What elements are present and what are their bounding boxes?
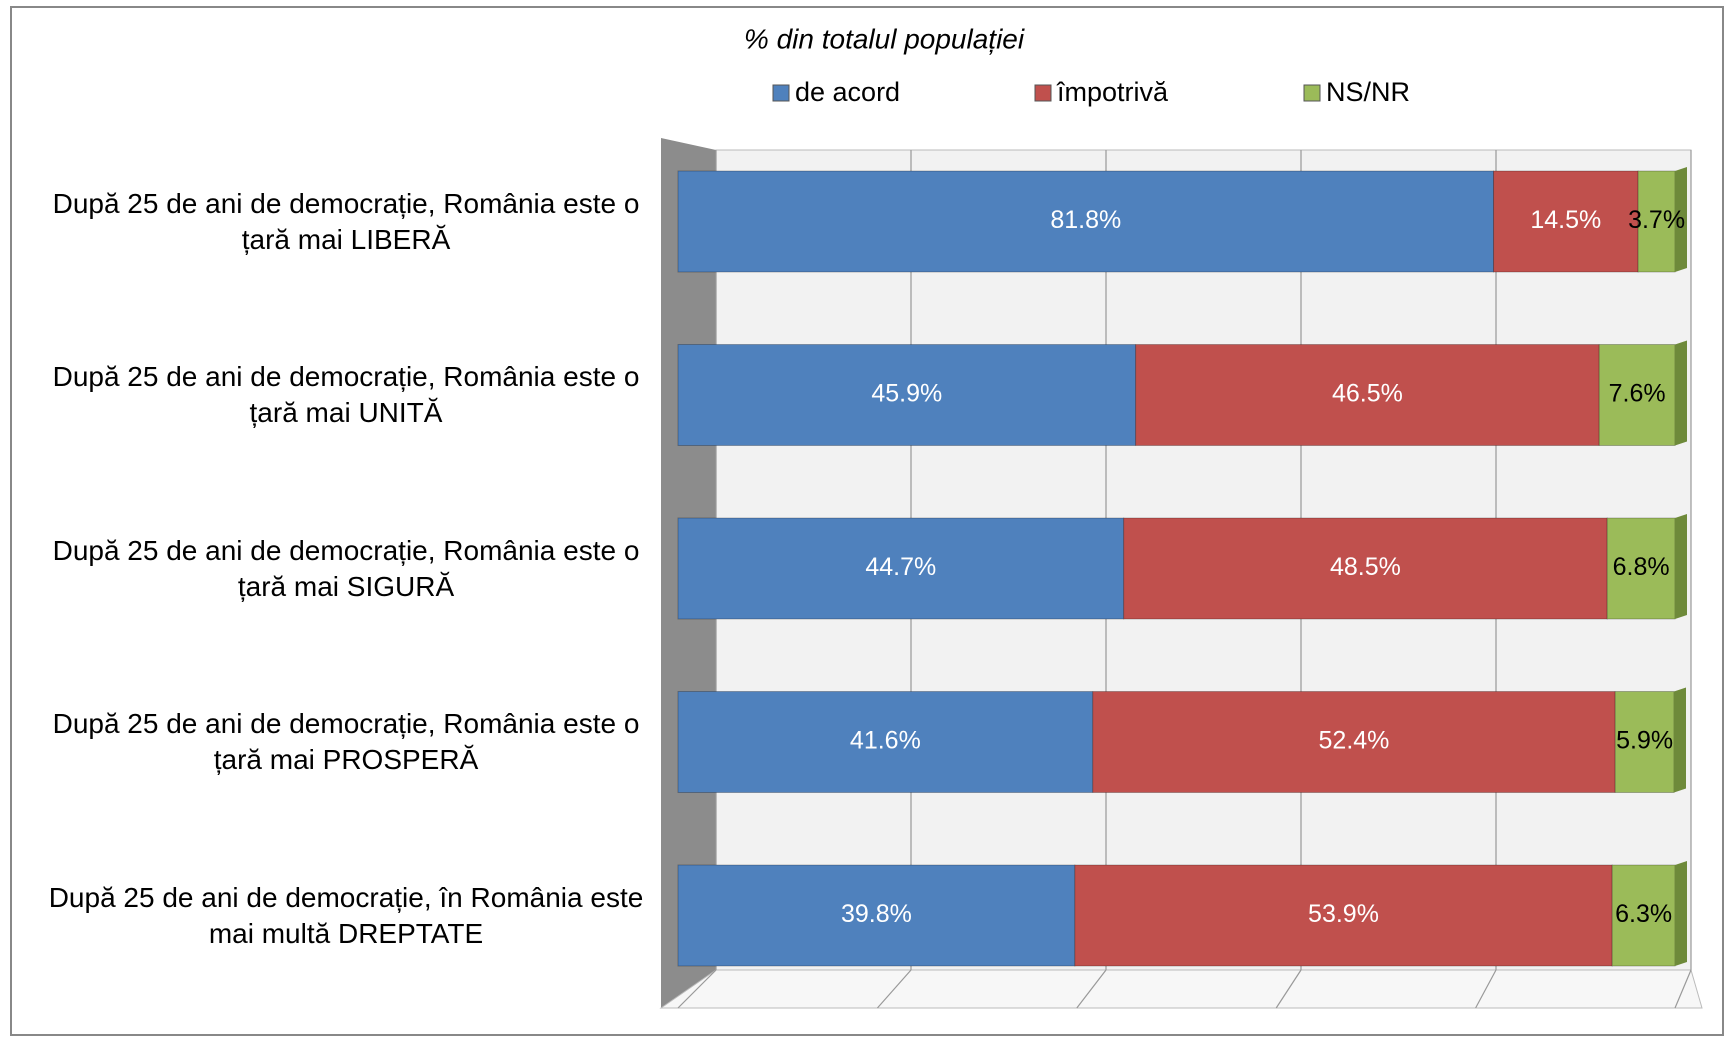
bar-segment — [1493, 170, 1639, 273]
bar-side — [1675, 861, 1687, 966]
bar-segment — [1123, 517, 1608, 620]
data-label: 5.9% — [1616, 727, 1673, 755]
legend-label: împotrivă — [1056, 77, 1169, 107]
data-label: 3.7% — [1628, 206, 1685, 234]
bar-side — [1674, 687, 1687, 793]
floor-grid-line — [1076, 969, 1107, 1009]
category-label: După 25 de ani de democrație, România es… — [52, 187, 640, 255]
data-label: 39.8% — [841, 900, 912, 928]
data-label: 52.4% — [1319, 727, 1390, 755]
chart-title: % din totalul populației — [744, 23, 1025, 54]
bar-segment — [677, 691, 1094, 793]
bar-segment — [677, 864, 1076, 967]
bar-segment — [677, 517, 1125, 620]
bar-segment — [1614, 691, 1675, 793]
data-label: 46.5% — [1332, 380, 1403, 408]
category-label: După 25 de ani de democrație, în România… — [48, 881, 644, 949]
bar-side — [1675, 514, 1687, 619]
legend-swatch — [1303, 84, 1321, 102]
bar-segment — [1606, 517, 1676, 620]
data-label: 7.6% — [1609, 380, 1666, 408]
floor-grid-line — [677, 969, 717, 1009]
data-label: 48.5% — [1330, 553, 1401, 581]
data-label: 41.6% — [850, 727, 921, 755]
data-label: 53.9% — [1308, 900, 1379, 928]
data-label: 45.9% — [871, 380, 942, 408]
floor — [659, 969, 1703, 1009]
category-label: După 25 de ani de democrație, România es… — [52, 361, 640, 428]
legend-label: de acord — [795, 77, 900, 107]
legend-label: NS/NR — [1326, 77, 1410, 107]
data-label: 14.5% — [1530, 206, 1601, 234]
category-label: După 25 de ani de democrație, România es… — [52, 534, 640, 602]
bar-segment — [1611, 864, 1676, 967]
category-label: După 25 de ani de democrație, România es… — [52, 708, 640, 775]
floor-grid-line — [1475, 969, 1497, 1009]
data-label: 6.3% — [1615, 900, 1672, 928]
floor-grid-line — [1275, 969, 1302, 1009]
bar-segment — [1135, 344, 1600, 446]
bar-segment — [1598, 344, 1676, 446]
legend-swatch — [1034, 84, 1052, 102]
floor-grid-line — [876, 969, 912, 1009]
bar-segment — [1092, 691, 1616, 793]
data-label: 81.8% — [1050, 206, 1121, 234]
bar-segment — [1074, 864, 1613, 967]
bar-segment — [1637, 170, 1676, 273]
bar-segment — [677, 170, 1495, 273]
bar-side — [1675, 167, 1687, 272]
floor-grid-line — [1674, 969, 1692, 1009]
data-label: 44.7% — [865, 553, 936, 581]
bar-side — [1675, 340, 1687, 446]
data-label: 6.8% — [1613, 553, 1670, 581]
bar-segment — [677, 344, 1137, 446]
legend-swatch — [772, 84, 790, 102]
